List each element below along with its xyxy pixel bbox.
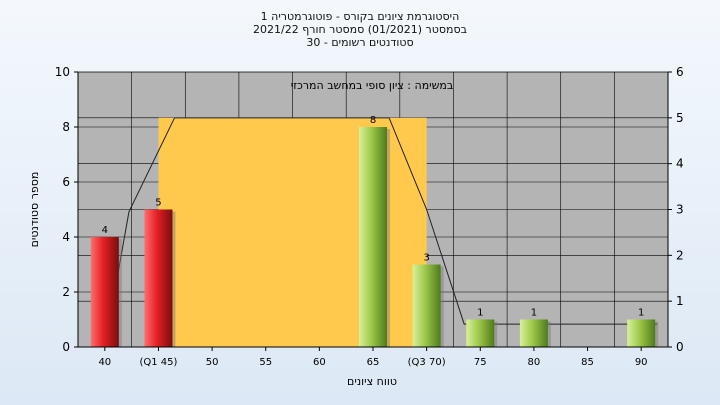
bar — [144, 209, 173, 347]
y2-tick-label: 4 — [676, 157, 684, 171]
x-tick-label: 40 — [98, 357, 111, 368]
x-tick-label: 55 — [259, 357, 272, 368]
y-tick-label: 4 — [62, 230, 70, 244]
y2-tick-label: 1 — [676, 294, 684, 308]
bar-value-label: 4 — [102, 225, 108, 236]
bar-value-label: 5 — [155, 198, 161, 209]
bar-value-label: 1 — [531, 308, 537, 319]
y-tick-label: 2 — [62, 285, 70, 299]
bar-value-label: 1 — [477, 308, 483, 319]
bar-value-label: 1 — [638, 308, 644, 319]
y2-tick-label: 3 — [676, 203, 684, 217]
x-tick-label: 85 — [581, 357, 594, 368]
y-tick-label: 0 — [62, 340, 70, 354]
y-tick-label: 6 — [62, 175, 70, 189]
x-tick-label: 75 — [474, 357, 487, 368]
chart-titles: היסטוגרמת ציונים בקורס - פוטוגרמטריה 1 ב… — [0, 10, 720, 49]
y2-tick-label: 6 — [676, 65, 684, 79]
y2-tick-label: 2 — [676, 248, 684, 262]
x-tick-label: (Q1 45) — [139, 357, 177, 368]
chart-title: היסטוגרמת ציונים בקורס - פוטוגרמטריה 1 — [260, 10, 460, 23]
chart-subtitle: בסמסטר (01/2021) סמסטר חורף 2021/22 — [253, 23, 467, 36]
bar-value-label: 3 — [423, 253, 429, 264]
x-tick-label: 90 — [635, 357, 648, 368]
bar-value-label: 8 — [370, 115, 376, 126]
chart-annotation: במשימה : ציון סופי במחשב המרכזי — [291, 79, 454, 92]
y2-tick-label: 5 — [676, 111, 684, 125]
distribution-line — [104, 117, 658, 348]
x-tick-label: 50 — [206, 357, 219, 368]
x-tick-label: 65 — [367, 357, 380, 368]
bar — [466, 319, 495, 347]
chart-subtitle-enrolled: סטודנטים רשומים - 30 — [306, 36, 414, 49]
bar — [412, 264, 441, 347]
bar — [519, 319, 548, 347]
x-tick-label: (Q3 70) — [408, 357, 446, 368]
y2-tick-label: 0 — [676, 340, 684, 354]
y-tick-label: 8 — [62, 120, 70, 134]
x-axis-title: טווח ציונים — [347, 375, 397, 388]
x-tick-label: 80 — [528, 357, 541, 368]
bar — [359, 127, 387, 347]
x-tick-label: 60 — [313, 357, 326, 368]
y-axis-title: מספר סטודנטים — [28, 172, 41, 248]
y-tick-label: 10 — [55, 65, 70, 79]
bar — [627, 319, 656, 347]
bar — [90, 237, 119, 347]
